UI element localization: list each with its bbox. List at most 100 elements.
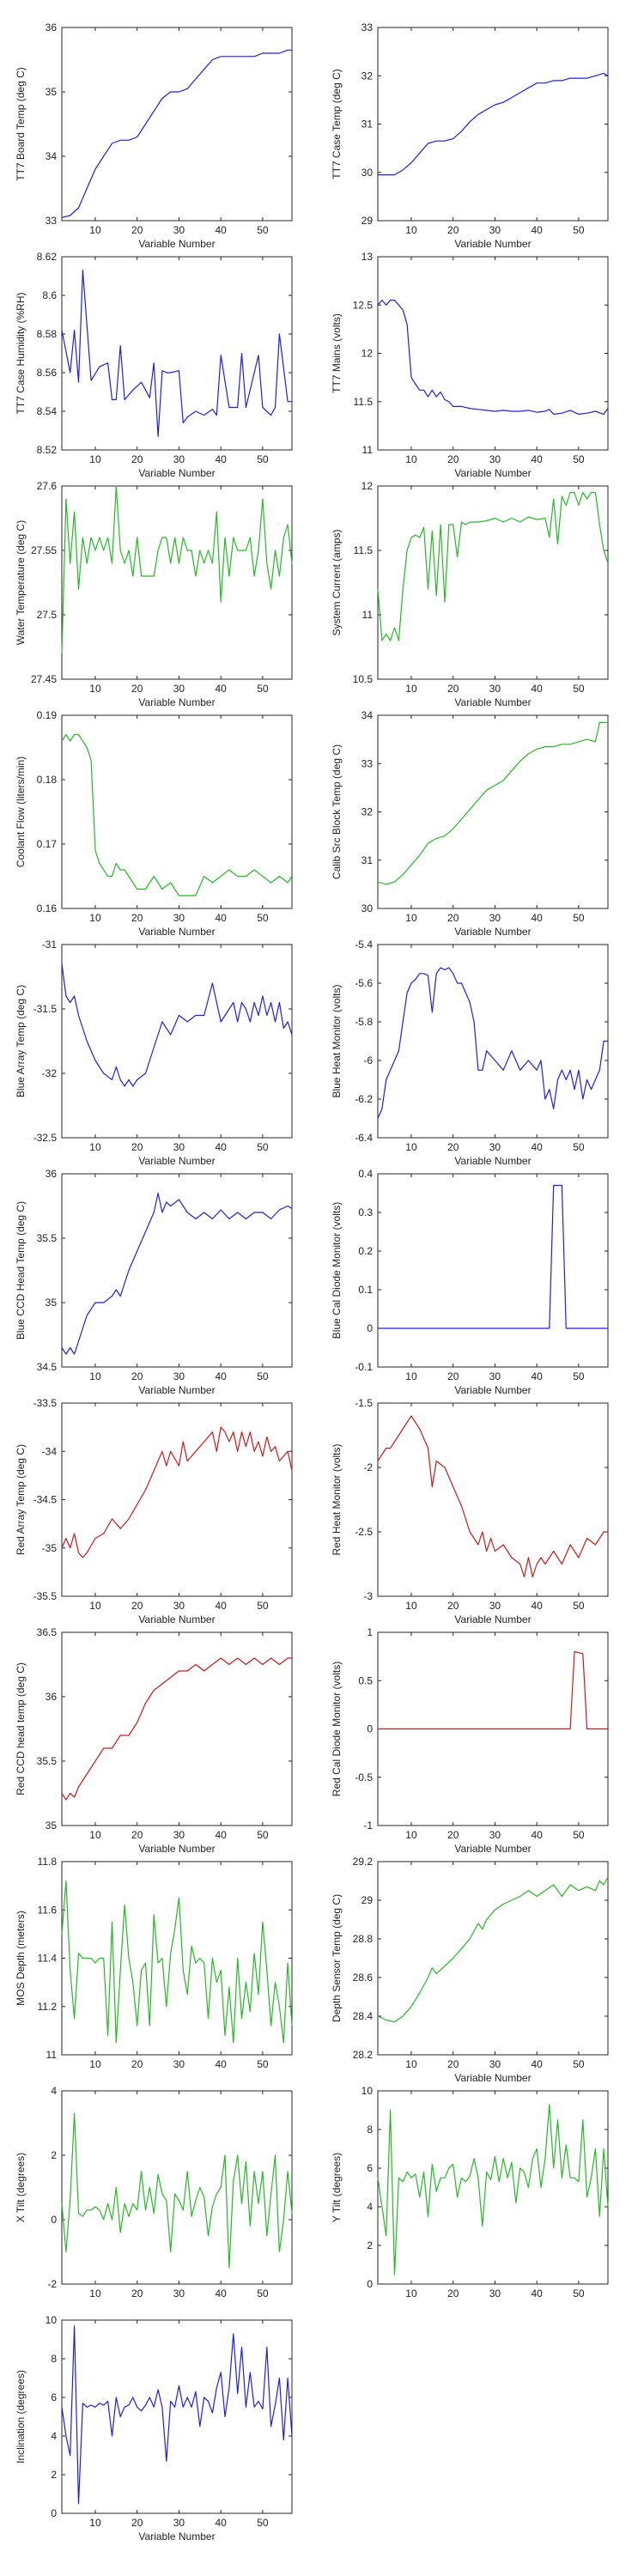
- data-point: [457, 982, 458, 983]
- x-tick-label: 10: [89, 2287, 101, 2300]
- data-point: [503, 780, 504, 781]
- y-tick-label: 0.16: [37, 902, 58, 914]
- data-point: [578, 414, 579, 415]
- x-tick-label: 40: [531, 1600, 543, 1612]
- data-point: [161, 537, 162, 538]
- series-line: [378, 72, 609, 176]
- x-tick-label: 50: [573, 2058, 585, 2070]
- data-point: [470, 809, 471, 810]
- data-point: [270, 1451, 271, 1452]
- data-point: [515, 2202, 516, 2203]
- data-point: [65, 2435, 66, 2436]
- data-point: [595, 1079, 596, 1080]
- data-point: [116, 399, 117, 400]
- data-point: [553, 414, 554, 415]
- data-point: [132, 575, 133, 576]
- plot-frame: [61, 485, 293, 680]
- data-point: [394, 1441, 395, 1442]
- y-tick-label: 0.4: [358, 1168, 373, 1180]
- data-point: [444, 141, 445, 142]
- data-point: [283, 2219, 284, 2220]
- x-tick-label: 10: [405, 1141, 417, 1153]
- data-point: [519, 1070, 520, 1071]
- data-point: [99, 863, 100, 864]
- data-point: [607, 408, 608, 409]
- x-axis-label: Variable Number: [454, 696, 531, 708]
- y-tick-label: 34: [361, 709, 374, 721]
- data-point: [174, 2193, 175, 2194]
- plot-frame: [377, 2090, 609, 2285]
- data-point: [394, 882, 395, 883]
- data-point: [586, 413, 587, 414]
- data-point: [537, 2148, 538, 2149]
- x-tick-label: 50: [257, 912, 269, 924]
- data-point: [78, 2503, 79, 2504]
- data-point: [486, 109, 487, 110]
- data-point: [279, 333, 280, 334]
- data-point: [291, 50, 292, 51]
- data-point: [415, 2173, 416, 2174]
- data-point: [436, 838, 437, 839]
- y-tick-label: -6.4: [355, 1132, 373, 1144]
- data-point: [291, 1034, 292, 1035]
- data-point: [116, 1066, 117, 1067]
- chart-panel-8: -32.5 -32 -31.5 -31 10 20 30 40 50 Variable Numbe…: [15, 939, 293, 1167]
- series-line: [61, 1192, 293, 1355]
- y-tick-label: -35: [42, 1542, 58, 1554]
- data-point: [170, 882, 171, 883]
- data-point: [74, 1533, 75, 1534]
- y-tick-label: -2.5: [355, 1526, 373, 1538]
- data-point: [419, 153, 420, 154]
- data-point: [570, 492, 571, 493]
- y-tick-label: 11.4: [38, 1953, 58, 1965]
- x-tick-label: 40: [215, 2517, 227, 2529]
- data-point: [116, 1289, 117, 1290]
- series-line: [61, 963, 293, 1087]
- data-point: [233, 2333, 234, 2334]
- data-point: [221, 1209, 222, 1210]
- data-point: [166, 1466, 167, 1467]
- data-point: [221, 1427, 222, 1428]
- data-point: [432, 2164, 433, 2165]
- data-point: [99, 1958, 100, 1959]
- data-point: [161, 1683, 162, 1684]
- data-point: [448, 967, 449, 968]
- x-tick-label: 40: [215, 224, 227, 236]
- y-axis-label: Inclination (degrees): [15, 2370, 27, 2464]
- data-point: [288, 1657, 289, 1658]
- data-point: [250, 2226, 251, 2227]
- data-point: [120, 140, 121, 141]
- data-point: [199, 1958, 200, 1959]
- data-point: [120, 2232, 121, 2233]
- x-tick-label: 20: [131, 1141, 143, 1153]
- data-point: [607, 722, 608, 723]
- y-tick-label: 29.2: [353, 1856, 374, 1868]
- y-tick-label: -33.5: [33, 1397, 58, 1409]
- data-point: [537, 1728, 538, 1729]
- data-point: [74, 2018, 75, 2019]
- x-tick-label: 20: [447, 2287, 459, 2300]
- data-point: [107, 362, 108, 363]
- data-point: [228, 2268, 229, 2269]
- x-tick-label: 10: [405, 224, 417, 236]
- data-point: [465, 524, 466, 525]
- data-point: [195, 2391, 196, 2392]
- data-point: [170, 1677, 171, 1678]
- y-tick-label: -5.6: [355, 977, 373, 989]
- x-tick-label: 50: [573, 683, 585, 695]
- data-point: [398, 1050, 399, 1051]
- data-point: [174, 537, 175, 538]
- data-point: [377, 1327, 378, 1328]
- y-tick-label: 27.45: [31, 673, 57, 685]
- x-axis-label: Variable Number: [138, 1384, 215, 1396]
- data-point: [103, 1747, 104, 1748]
- data-point: [279, 2006, 280, 2007]
- data-point: [116, 2187, 117, 2188]
- data-point: [208, 2235, 209, 2236]
- y-tick-label: 10: [361, 2085, 374, 2097]
- data-point: [432, 531, 433, 532]
- y-tick-label: 11.8: [38, 1856, 58, 1868]
- data-point: [604, 1884, 605, 1885]
- data-point: [499, 2181, 500, 2182]
- data-point: [390, 2110, 391, 2111]
